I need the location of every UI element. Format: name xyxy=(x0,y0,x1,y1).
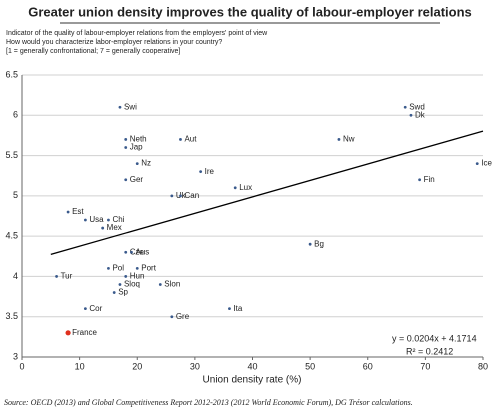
point-label: Chi xyxy=(112,215,124,224)
x-tick-label: 80 xyxy=(478,361,488,371)
point xyxy=(130,250,133,254)
chart-title: Greater union density improves the quali… xyxy=(28,4,472,19)
point-label: Hun xyxy=(130,272,145,281)
x-axis-label: Union density rate (%) xyxy=(203,375,302,386)
point-label: Tur xyxy=(61,272,73,281)
point-label: Port xyxy=(141,263,156,272)
point-label: Slon xyxy=(164,280,180,289)
point-label: France xyxy=(72,328,97,337)
point-label: Mex xyxy=(107,223,122,232)
point xyxy=(118,105,122,109)
point-label: Sp xyxy=(118,288,128,297)
point xyxy=(124,275,128,278)
point xyxy=(124,146,128,149)
point xyxy=(158,283,162,286)
point xyxy=(199,170,203,174)
point-label: Ger xyxy=(130,175,144,184)
point xyxy=(403,105,407,109)
y-tick-label: 4.5 xyxy=(5,231,18,241)
y-tick-label: 3.5 xyxy=(5,311,18,321)
r-squared: R² = 0.2412 xyxy=(406,346,453,356)
point xyxy=(101,226,105,230)
source: Source: OECD (2013) and Global Competiti… xyxy=(4,398,413,407)
point xyxy=(112,291,116,294)
point xyxy=(170,194,174,198)
point xyxy=(65,330,71,336)
point-label: Ire xyxy=(205,167,215,176)
point-label: Gre xyxy=(176,312,190,321)
y-tick-label: 5 xyxy=(13,190,18,200)
point xyxy=(55,275,58,278)
point-label: Nz xyxy=(141,159,151,168)
point xyxy=(118,283,122,286)
point-label: Nw xyxy=(343,135,355,144)
point-label: Dk xyxy=(415,110,426,119)
point xyxy=(135,266,139,270)
point xyxy=(308,242,312,246)
trendline xyxy=(50,130,484,256)
x-tick-label: 30 xyxy=(190,361,200,371)
point-label: Bg xyxy=(314,239,324,248)
point-label: Ice xyxy=(481,159,492,168)
y-tick-label: 6 xyxy=(13,110,18,120)
point xyxy=(418,178,422,182)
point xyxy=(83,307,87,311)
point-label: Ita xyxy=(233,304,242,313)
point xyxy=(409,113,413,117)
x-tick-label: 50 xyxy=(305,361,315,371)
point-label: Aus xyxy=(135,247,149,256)
point xyxy=(228,307,231,311)
x-tick-label: 40 xyxy=(247,361,257,371)
point xyxy=(179,138,182,141)
y-tick-label: 5.5 xyxy=(5,150,18,160)
point-label: Aut xyxy=(184,135,197,144)
point-label: Pol xyxy=(112,263,124,272)
y-tick-label: 6.5 xyxy=(5,69,18,79)
point xyxy=(475,162,479,166)
point xyxy=(107,266,110,270)
point-label: Swi xyxy=(124,102,137,111)
subtitle: Indicator of the quality of labour-emplo… xyxy=(6,30,268,37)
point-label: Neth xyxy=(130,135,147,144)
x-tick-label: 60 xyxy=(363,361,373,371)
y-tick-label: 3 xyxy=(13,351,18,361)
point-label: Swd xyxy=(409,102,425,111)
point xyxy=(170,315,174,319)
point-label: Sloq xyxy=(124,280,140,289)
point xyxy=(107,218,110,222)
point-label: Fin xyxy=(424,175,435,184)
point xyxy=(337,138,341,141)
point-label: Can xyxy=(184,191,199,200)
point-label: Est xyxy=(72,207,84,216)
y-tick-label: 4 xyxy=(13,271,18,281)
point xyxy=(124,178,128,182)
x-tick-label: 0 xyxy=(19,361,24,371)
point-label: Lux xyxy=(239,183,252,192)
point xyxy=(66,210,70,214)
point xyxy=(135,162,139,166)
equation: y = 0.0204x + 4.1714 xyxy=(392,333,477,343)
point-label: Cor xyxy=(89,304,102,313)
point xyxy=(83,218,87,222)
point xyxy=(124,250,128,254)
subtitle: [1 = generally confrontational; 7 = gene… xyxy=(6,48,180,55)
x-tick-label: 70 xyxy=(420,361,430,371)
point xyxy=(233,186,237,190)
point-label: Cze xyxy=(130,247,145,256)
point-label: Jap xyxy=(130,143,143,152)
subtitle: How would you characterize labor-employe… xyxy=(6,39,222,46)
x-tick-label: 10 xyxy=(75,361,85,371)
point xyxy=(179,194,182,198)
x-tick-label: 20 xyxy=(132,361,142,371)
point xyxy=(124,138,128,141)
point-label: Usa xyxy=(89,215,104,224)
